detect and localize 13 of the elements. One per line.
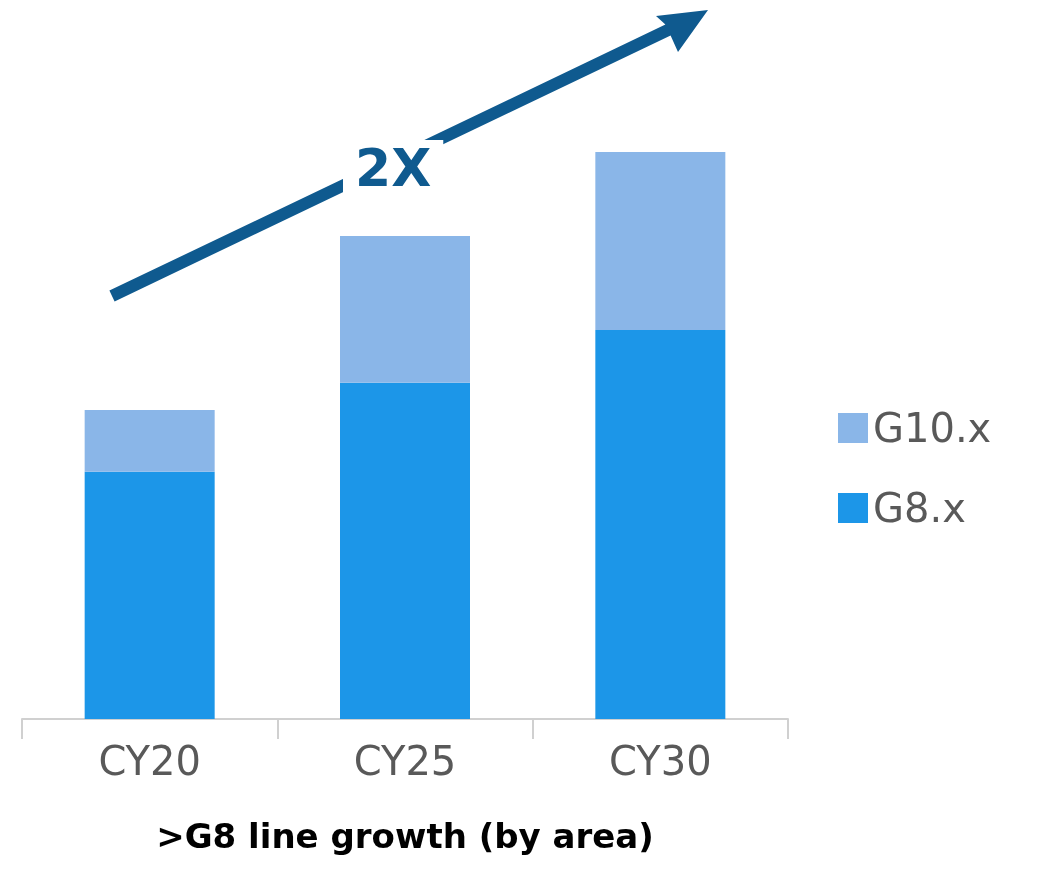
legend-label: G8.x (873, 485, 966, 531)
bar (595, 152, 726, 331)
x-tick-label: CY30 (609, 738, 712, 784)
bar (84, 409, 215, 472)
bar (595, 330, 726, 719)
x-tick-label: CY25 (353, 738, 457, 784)
annotation: 2X (355, 138, 432, 198)
bar (84, 471, 215, 719)
x-axis-title: >G8 line growth (by area) (156, 816, 654, 856)
bar (340, 235, 470, 383)
legend-label: G10.x (873, 405, 992, 451)
bar (340, 382, 470, 719)
x-tick-label: CY20 (98, 738, 201, 784)
